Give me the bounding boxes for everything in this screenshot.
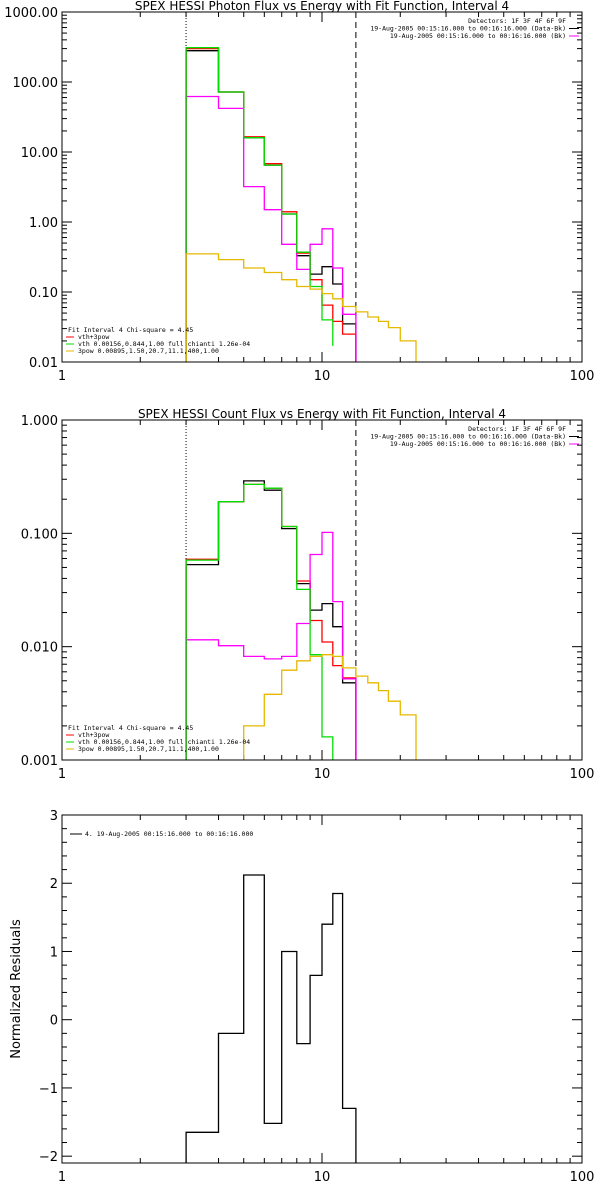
x-tick-label: 10	[314, 1170, 331, 1185]
chart-title: SPEX HESSI Count Flux vs Energy with Fit…	[138, 407, 506, 421]
y-tick-label: 100.00	[13, 76, 59, 91]
plot-frame	[61, 419, 583, 761]
x-tick-label: 100	[570, 1170, 595, 1185]
y-tick-label: 1000.00	[4, 6, 58, 21]
series-data-bk	[185, 480, 357, 760]
x-tick-label: 1	[58, 767, 66, 782]
legend-text: 4. 19-Aug-2005 00:15:16.000 to 00:16:16.…	[85, 830, 253, 838]
panel-2: SPEX HESSI Count Flux vs Energy with Fit…	[21, 407, 595, 782]
legend-text: 19-Aug-2005 00:15:16.000 to 00:16:16.000…	[370, 433, 566, 441]
legend-bottom-left: Fit Interval 4 Chi-square = 4.45vth+3pow…	[66, 724, 250, 753]
legend-top-left: 4. 19-Aug-2005 00:15:16.000 to 00:16:16.…	[70, 830, 253, 838]
series-vth-3pow	[185, 483, 357, 760]
legend-text: Fit Interval 4 Chi-square = 4.45	[68, 724, 193, 732]
legend-text: 19-Aug-2005 00:15:16.000 to 00:16:16.000…	[370, 25, 566, 33]
series-bk	[185, 95, 357, 362]
series-4-19-aug-2005-00-15-16-000-to-00-16-16-000	[185, 874, 357, 1163]
y-axis-label: Normalized Residuals	[9, 919, 24, 1059]
y-tick-label: 2	[50, 877, 58, 892]
legend-text: Detectors: 1F 3F 4F 6F 9F	[468, 425, 566, 433]
legend-bottom-left: Fit Interval 4 Chi-square = 4.45vth+3pow…	[66, 326, 250, 355]
panel-1: SPEX HESSI Photon Flux vs Energy with Fi…	[4, 0, 594, 384]
legend-text: 19-Aug-2005 00:15:16.000 to 00:16:16.000…	[390, 32, 566, 40]
y-tick-label: 3	[50, 809, 58, 824]
y-tick-label: 1.000	[21, 414, 58, 429]
series-vth	[185, 46, 334, 362]
x-tick-label: 100	[570, 369, 595, 384]
series-bk	[185, 531, 357, 760]
legend-text: 3pow 0.00895,1.50,20.7,11.1,400,1.00	[78, 745, 219, 753]
legend-text: vth+3pow	[78, 731, 109, 739]
legend-text: vth 0.00156,0.844,1.00 full chianti 1.26…	[78, 340, 250, 348]
x-tick-label: 10	[314, 369, 331, 384]
plot-frame	[61, 11, 583, 363]
y-tick-label: 1	[50, 945, 58, 960]
legend-text: vth 0.00156,0.844,1.00 full chianti 1.26…	[78, 738, 250, 746]
legend-text: vth+3pow	[78, 333, 109, 341]
y-tick-label: 0.100	[21, 527, 58, 542]
x-tick-label: 1	[58, 369, 66, 384]
x-tick-label: 100	[570, 767, 595, 782]
series-group	[185, 46, 417, 362]
y-tick-label: −2	[39, 1150, 58, 1165]
series-3pow	[185, 253, 417, 362]
y-tick-label: 10.00	[21, 146, 58, 161]
y-tick-label: 0.10	[29, 286, 58, 301]
y-tick-label: 0.001	[21, 754, 58, 769]
series-group	[185, 480, 417, 760]
legend-text: Detectors: 1F 3F 4F 6F 9F	[468, 17, 566, 25]
legend-text: 3pow 0.00895,1.50,20.7,11.1,400,1.00	[78, 347, 219, 355]
series-group	[185, 874, 357, 1163]
y-tick-label: 0.01	[29, 356, 58, 371]
y-tick-label: −1	[39, 1082, 58, 1097]
legend-text: Fit Interval 4 Chi-square = 4.45	[68, 326, 193, 334]
chart-title: SPEX HESSI Photon Flux vs Energy with Fi…	[135, 0, 509, 13]
plot-frame	[61, 814, 583, 1164]
x-tick-label: 1	[58, 1170, 66, 1185]
panel-3: Normalized Residuals 1 10 100 −2 −1 0 1 2 3 4. 19-…	[9, 809, 594, 1185]
x-tick-label: 10	[314, 767, 331, 782]
y-tick-label: 1.00	[29, 216, 58, 231]
y-tick-label: 0.010	[21, 641, 58, 656]
series-vth	[185, 483, 334, 760]
legend-text: 19-Aug-2005 00:15:16.000 to 00:16:16.000…	[390, 440, 566, 448]
series-3pow	[243, 654, 417, 760]
y-tick-label: 0	[50, 1014, 58, 1029]
